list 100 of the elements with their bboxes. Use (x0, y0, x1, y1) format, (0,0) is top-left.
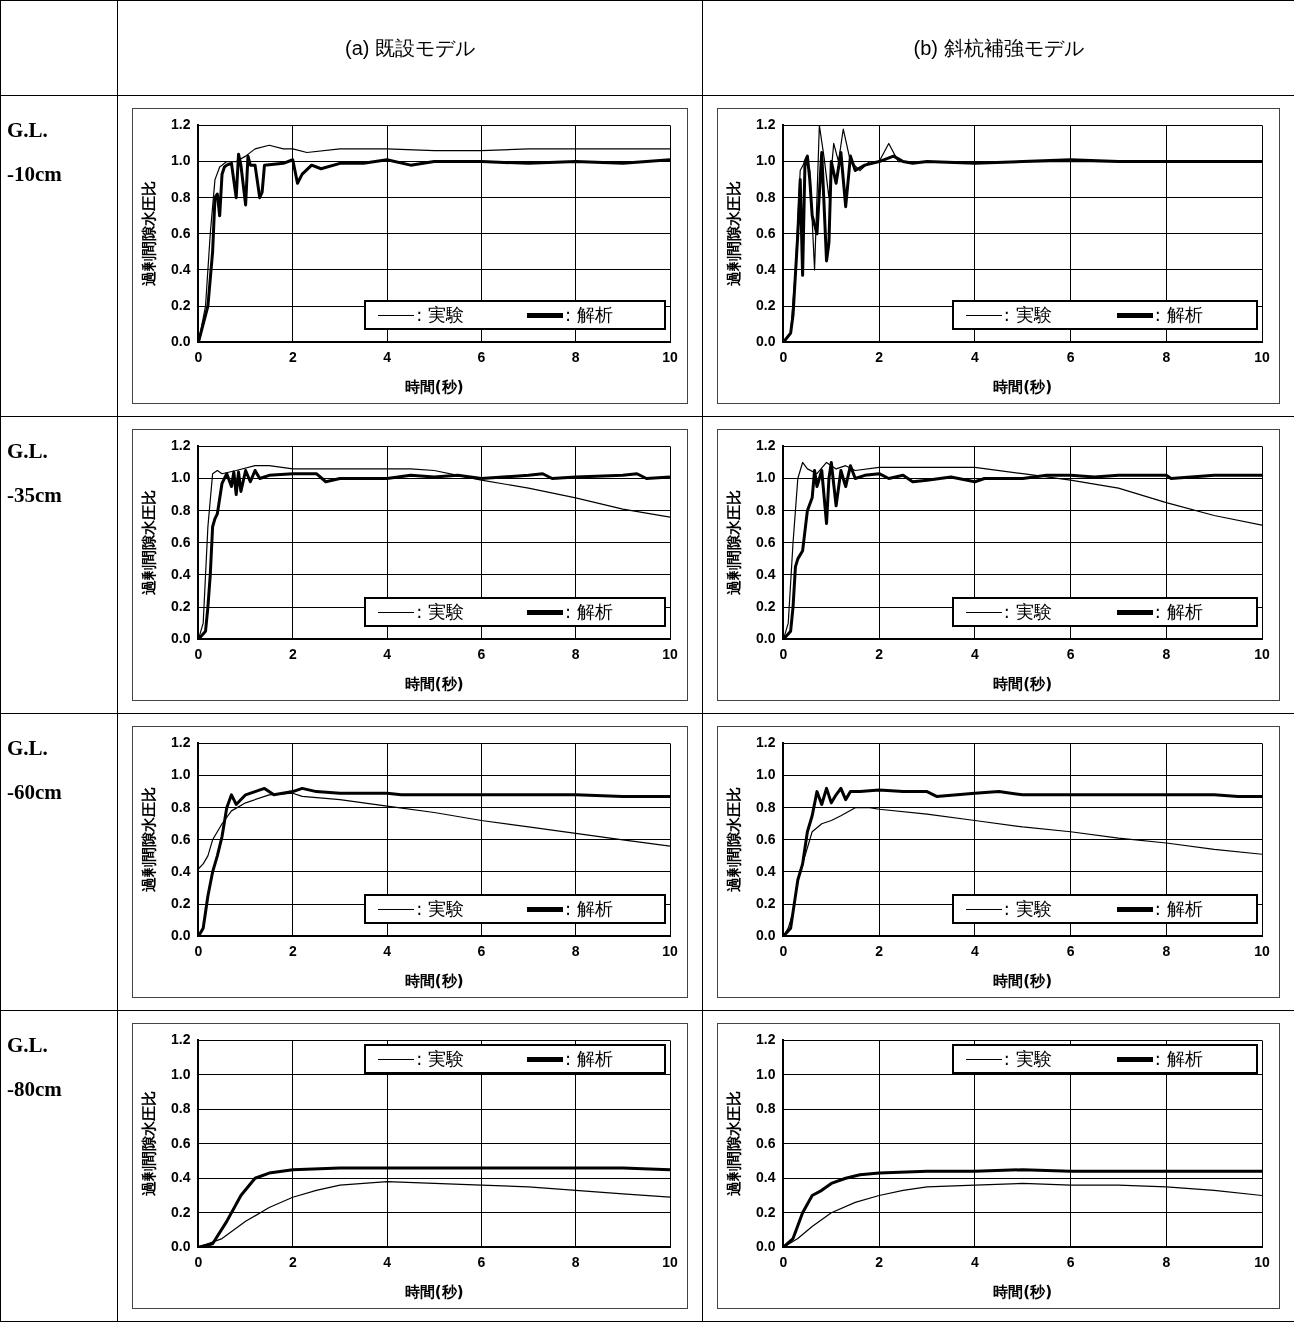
x-tick-label: 2 (288, 646, 297, 663)
x-tick-label: 0 (779, 1254, 788, 1271)
text: G.L. -35cm (7, 438, 63, 509)
x-tick-label: 6 (1066, 349, 1075, 366)
y-tick-label: 0.8 (755, 1100, 776, 1117)
y-tick-label: 0.0 (170, 333, 191, 350)
x-tick-label: 10 (1254, 646, 1270, 663)
legend-label: : 実験 (1003, 897, 1052, 922)
legend-label: : 解析 (1154, 897, 1203, 922)
x-tick-label: 4 (970, 1254, 979, 1271)
text: G.L. -10cm (7, 117, 63, 188)
x-tick-label: 6 (477, 1254, 486, 1271)
y-tick-label: 0.2 (755, 296, 776, 313)
y-tick-label: 1.0 (170, 1065, 191, 1082)
y-axis-title: 過剰間隙水圧比 (139, 181, 158, 288)
x-axis-title: 時間(秒) (404, 1282, 464, 1301)
legend-label: : 実験 (416, 303, 464, 328)
legend-label: : 実験 (416, 897, 464, 922)
y-axis-title: 過剰間隙水圧比 (724, 1091, 743, 1198)
x-tick-label: 4 (383, 349, 392, 366)
y-tick-label: 0.2 (170, 894, 191, 911)
text: G.L. -80cm (7, 1032, 63, 1103)
x-tick-label: 0 (194, 1254, 203, 1271)
y-tick-label: 0.8 (170, 798, 191, 815)
legend-label: : 実験 (416, 600, 464, 625)
y-tick-label: 0.2 (755, 1203, 776, 1220)
y-tick-label: 0.4 (170, 565, 191, 582)
y-tick-label: 1.0 (170, 469, 191, 486)
x-tick-label: 4 (383, 943, 392, 960)
x-tick-label: 8 (1162, 349, 1171, 366)
legend-label: : 解析 (565, 1047, 613, 1072)
y-tick-label: 0.2 (755, 597, 776, 614)
y-tick-label: 1.2 (755, 1031, 776, 1048)
x-tick-label: 4 (383, 1254, 392, 1271)
x-tick-label: 10 (662, 1254, 678, 1271)
y-tick-label: 0.8 (170, 188, 191, 205)
x-tick-label: 4 (970, 646, 979, 663)
x-tick-label: 2 (288, 349, 297, 366)
legend-label: : 実験 (1003, 600, 1052, 625)
legend-label: : 実験 (1003, 303, 1052, 328)
y-tick-label: 0.0 (170, 630, 191, 647)
y-tick-label: 0.6 (170, 533, 191, 550)
x-tick-label: 0 (779, 943, 788, 960)
y-tick-label: 1.0 (755, 469, 776, 486)
y-tick-label: 0.6 (755, 224, 776, 241)
legend-label: : 実験 (416, 1047, 464, 1072)
x-axis-title: 時間(秒) (993, 377, 1053, 396)
x-tick-label: 8 (1162, 1254, 1171, 1271)
y-tick-label: 0.2 (170, 1203, 191, 1220)
y-tick-label: 0.0 (755, 1238, 776, 1255)
x-tick-label: 10 (1254, 349, 1270, 366)
legend-label: : 解析 (1154, 600, 1203, 625)
x-tick-label: 2 (875, 943, 884, 960)
legend-label: : 解析 (565, 600, 613, 625)
x-axis-title: 時間(秒) (993, 971, 1053, 990)
x-tick-label: 6 (1066, 646, 1075, 663)
x-tick-label: 8 (1162, 943, 1171, 960)
legend-label: : 解析 (565, 897, 613, 922)
y-tick-label: 0.8 (170, 501, 191, 518)
legend-label: : 実験 (1003, 1047, 1052, 1072)
x-tick-label: 4 (970, 943, 979, 960)
y-tick-label: 1.0 (755, 1065, 776, 1082)
y-tick-label: 0.4 (755, 862, 776, 879)
y-tick-label: 0.2 (170, 597, 191, 614)
x-tick-label: 10 (662, 646, 678, 663)
x-tick-label: 2 (288, 1254, 297, 1271)
y-axis-title: 過剰間隙水圧比 (724, 181, 743, 288)
y-axis-title: 過剰間隙水圧比 (139, 1091, 158, 1198)
x-axis-title: 時間(秒) (993, 674, 1053, 693)
y-tick-label: 0.6 (755, 1134, 776, 1151)
x-axis-title: 時間(秒) (404, 377, 464, 396)
text: G.L. -60cm (7, 735, 63, 806)
y-tick-label: 0.0 (755, 333, 776, 350)
x-tick-label: 0 (194, 943, 203, 960)
x-tick-label: 6 (1066, 1254, 1075, 1271)
x-tick-label: 2 (288, 943, 297, 960)
x-tick-label: 6 (477, 349, 486, 366)
y-tick-label: 0.6 (755, 533, 776, 550)
y-tick-label: 0.2 (170, 296, 191, 313)
y-tick-label: 0.0 (170, 1238, 191, 1255)
x-tick-label: 2 (875, 1254, 884, 1271)
x-tick-label: 2 (875, 349, 884, 366)
x-tick-label: 0 (194, 349, 203, 366)
y-axis-title: 過剰間隙水圧比 (139, 490, 158, 597)
x-tick-label: 8 (571, 349, 580, 366)
x-axis-title: 時間(秒) (993, 1282, 1053, 1301)
x-tick-label: 0 (779, 646, 788, 663)
x-tick-label: 0 (194, 646, 203, 663)
x-tick-label: 8 (571, 943, 580, 960)
x-tick-label: 10 (662, 349, 678, 366)
x-axis-title: 時間(秒) (404, 971, 464, 990)
y-axis-title: 過剰間隙水圧比 (724, 787, 743, 894)
x-tick-label: 8 (1162, 646, 1171, 663)
y-tick-label: 0.8 (755, 798, 776, 815)
chart-title: (b) 斜杭補強モデル (702, 0, 1294, 96)
x-tick-label: 8 (571, 646, 580, 663)
chart-title: (a) 既設モデル (117, 0, 703, 96)
y-tick-label: 1.2 (170, 734, 191, 751)
x-tick-label: 0 (779, 349, 788, 366)
y-tick-label: 0.4 (755, 260, 776, 277)
